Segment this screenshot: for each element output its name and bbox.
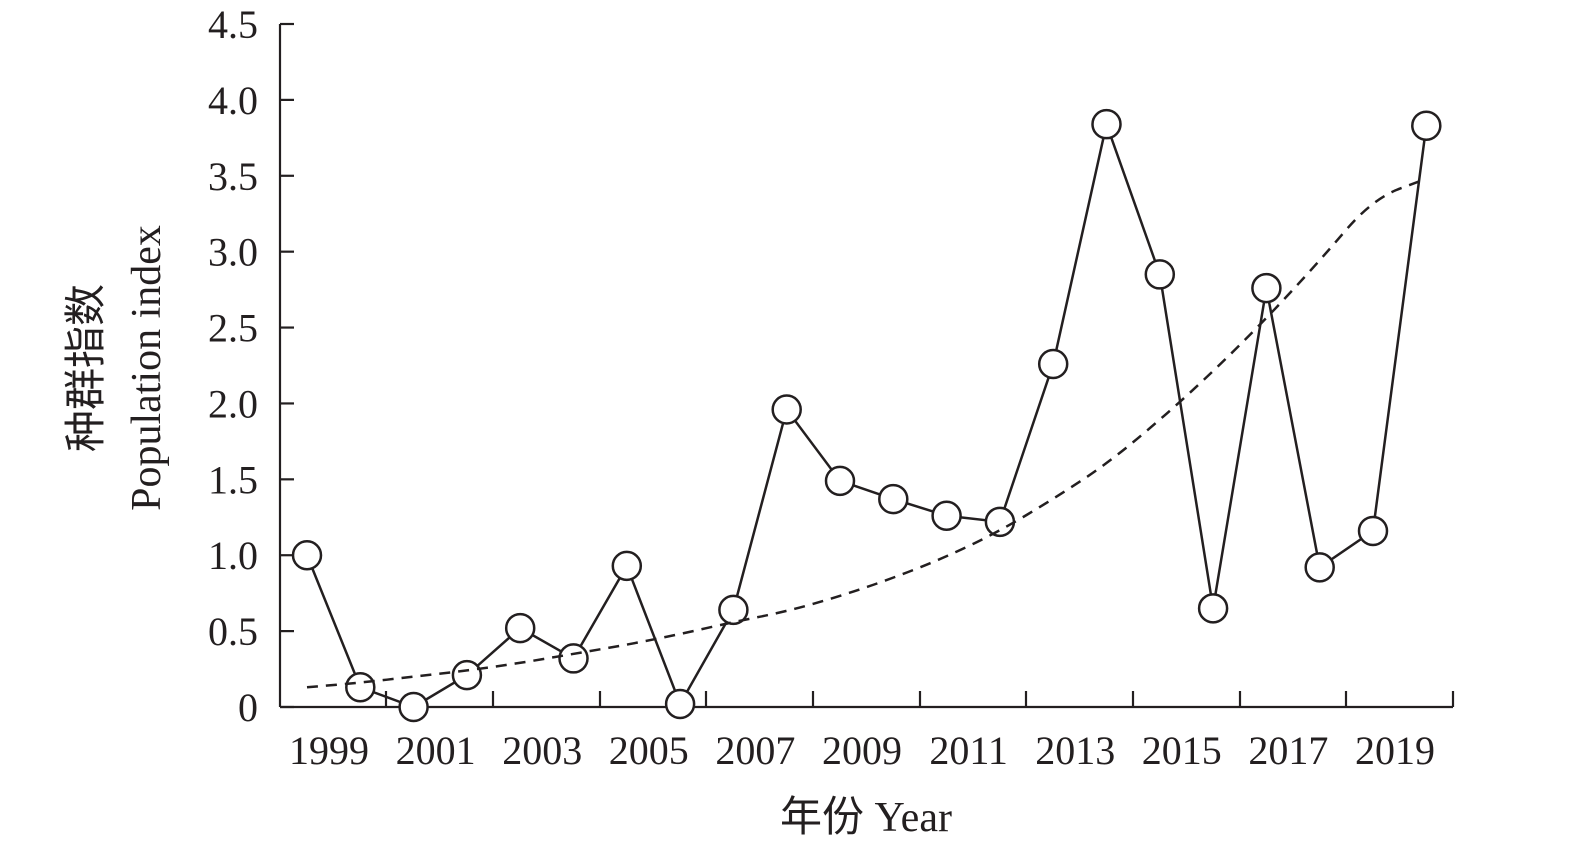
axes (278, 24, 1453, 709)
data-point-marker (1357, 515, 1389, 547)
data-point-marker (984, 506, 1016, 538)
y-axis-title-english: Population index (124, 225, 170, 511)
data-point-marker (291, 539, 323, 571)
data-point-marker (611, 550, 643, 582)
data-point-marker (664, 688, 696, 720)
y-tick-label: 0 (238, 685, 258, 730)
x-axis-ticks: 1999 2001 2003 2005 2007 2009 2011 2013 2015 2017… (289, 691, 1455, 773)
y-tick-label: 3.5 (208, 154, 258, 199)
y-tick-label: 1.5 (208, 457, 258, 502)
x-tick-label: 2003 (502, 728, 582, 773)
x-tick-label: 2009 (822, 728, 902, 773)
x-tick-label: 2013 (1035, 728, 1115, 773)
data-point-marker (771, 394, 802, 425)
data-point-marker (345, 672, 376, 703)
data-point-marker (718, 594, 749, 626)
x-tick-label: 2011 (929, 728, 1008, 773)
data-point-marker (1144, 259, 1176, 290)
data-point-marker (1411, 110, 1442, 141)
data-point-marker (451, 659, 483, 691)
y-tick-label: 4.5 (208, 2, 258, 47)
y-axis-ticks: 0 0.5 1.0 1.5 2.0 2.5 3.0 3.5 4.0 4.5 (208, 2, 294, 730)
population-index-line (305, 119, 1428, 709)
data-point-marker (398, 691, 429, 723)
data-point-marker (824, 465, 856, 497)
data-point-marker (931, 500, 962, 532)
x-tick-label: 2015 (1142, 728, 1222, 773)
data-point-marker (1091, 108, 1122, 140)
data-point-marker (1037, 348, 1069, 380)
x-tick-label: 2019 (1355, 728, 1435, 773)
trend-line (306, 177, 1427, 689)
x-tick-label: 1999 (289, 728, 369, 773)
data-point-marker (504, 612, 536, 644)
x-tick-label: 2007 (715, 728, 795, 773)
data-point-marker (1304, 552, 1335, 583)
y-tick-label: 3.0 (208, 230, 258, 275)
y-tick-label: 2.5 (208, 306, 258, 351)
x-tick-label: 2001 (396, 728, 476, 773)
y-tick-label: 0.5 (208, 609, 258, 654)
data-point-marker (878, 483, 909, 515)
y-tick-label: 2.0 (208, 381, 258, 426)
data-point-marker (1197, 593, 1229, 624)
y-tick-label: 1.0 (208, 533, 258, 578)
y-axis-title-chinese: 种群指数 (64, 284, 110, 452)
x-tick-label: 2017 (1248, 728, 1328, 773)
data-point-marker (1251, 272, 1282, 304)
x-axis-title: 年份 Year (780, 794, 952, 841)
series-layer (291, 108, 1442, 723)
x-tick-label: 2005 (609, 728, 689, 773)
data-point-marker (558, 643, 589, 674)
y-tick-label: 4.0 (208, 78, 258, 123)
